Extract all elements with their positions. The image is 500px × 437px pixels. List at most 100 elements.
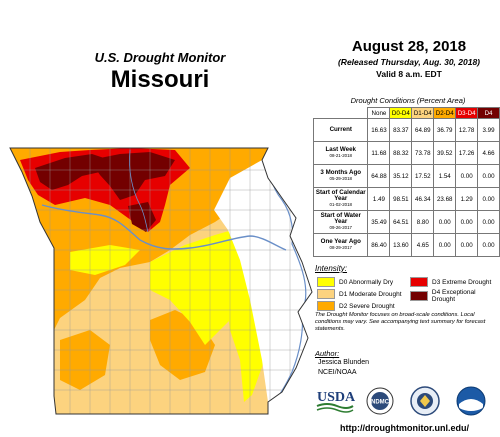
source-url[interactable]: http://droughtmonitor.unl.edu/ <box>340 423 469 433</box>
d0-area-southeast <box>225 282 268 402</box>
legend-item-d1: D1 Moderate Drought <box>317 289 402 299</box>
legend-title: Intensity: <box>315 264 348 273</box>
row-label: Last Week 08-21-2018 <box>312 141 369 165</box>
author-heading: Author: <box>315 349 340 358</box>
table-cell: 0.00 <box>477 210 500 234</box>
ndmc-logo-text: NDMC <box>371 400 390 406</box>
table-cell: 1.49 <box>367 187 391 211</box>
table-cell: 16.63 <box>367 118 391 142</box>
table-cell: 8.80 <box>411 210 435 234</box>
row-label: Start of Water Year 09-26-2017 <box>312 210 369 234</box>
d4-area-west <box>35 154 110 190</box>
table-cell: 1.54 <box>433 164 457 188</box>
legend-swatch <box>410 291 428 301</box>
noaa-logo <box>456 386 486 416</box>
table-cell: 36.79 <box>433 118 457 142</box>
row-label-date: 09-26-2017 <box>329 225 352 230</box>
legend-label: D3 Extreme Drought <box>432 278 492 286</box>
row-label: 3 Months Ago 05-29-2018 <box>312 164 369 188</box>
drought-map <box>9 147 313 415</box>
table-cell: 88.32 <box>389 141 413 165</box>
row-label-text: One Year Ago <box>320 238 361 245</box>
author-name: Jessica Blunden <box>318 359 369 366</box>
table-cell: 0.00 <box>455 210 479 234</box>
drought-conditions-table: None D0-D4 D1-D4 D2-D4 D3-D4 D4 Current … <box>312 107 500 257</box>
col-d3-d4: D3-D4 <box>455 107 479 119</box>
table-cell: 0.00 <box>455 233 479 257</box>
row-label-date: 01-02-2018 <box>329 202 352 207</box>
legend-item-d2: D2 Severe Drought <box>317 301 395 311</box>
row-label: Start of Calendar Year 01-02-2018 <box>312 187 369 211</box>
row-label-date: 05-29-2018 <box>329 176 352 181</box>
table-cell: 64.51 <box>389 210 413 234</box>
row-label-date: 08-29-2017 <box>329 245 352 250</box>
row-label-text: Start of Water Year <box>320 212 361 225</box>
col-d4: D4 <box>477 107 500 119</box>
legend-label: D0 Abnormally Dry <box>339 278 394 286</box>
table-cell: 64.89 <box>411 118 435 142</box>
legend-item-d0: D0 Abnormally Dry <box>317 277 393 287</box>
usda-logo: USDA <box>316 390 355 413</box>
table-row: Start of Calendar Year 01-02-2018 1.49 98… <box>312 187 500 211</box>
missouri-river <box>41 204 287 251</box>
d4-area-south <box>128 202 156 232</box>
no-drought-area <box>214 160 312 402</box>
legend-swatch <box>317 277 335 287</box>
d0-area-west <box>70 245 140 275</box>
table-cell: 73.78 <box>411 141 435 165</box>
table-cell: 11.68 <box>367 141 391 165</box>
row-label-text: Start of Calendar Year <box>315 189 366 202</box>
legend-swatch <box>410 277 428 287</box>
table-cell: 35.49 <box>367 210 391 234</box>
table-cell: 0.00 <box>477 187 500 211</box>
row-label-text: Last Week <box>325 146 356 153</box>
table-cell: 0.00 <box>433 233 457 257</box>
row-label: Current <box>312 118 369 142</box>
col-d0-d4: D0-D4 <box>389 107 413 119</box>
usda-logo-text: USDA <box>317 390 355 405</box>
table-cell: 23.68 <box>433 187 457 211</box>
table-cell: 0.00 <box>477 233 500 257</box>
row-label: One Year Ago 08-29-2017 <box>312 233 369 257</box>
table-cell: 0.00 <box>477 164 500 188</box>
table-header-row: None D0-D4 D1-D4 D2-D4 D3-D4 D4 <box>314 107 500 119</box>
table-cell: 17.52 <box>411 164 435 188</box>
table-row: Current 16.63 83.37 64.89 36.79 12.78 3.… <box>312 118 500 142</box>
valid-time: Valid 8 a.m. EDT <box>376 69 442 79</box>
table-row: Start of Water Year 09-26-2017 35.49 64.5… <box>312 210 500 234</box>
table-cell: 3.99 <box>477 118 500 142</box>
state-name: Missouri <box>110 66 210 93</box>
table-cell: 4.66 <box>477 141 500 165</box>
table-cell: 0.00 <box>455 164 479 188</box>
table-title: Drought Conditions (Percent Area) <box>350 96 466 105</box>
ndmc-logo: NDMC <box>366 387 394 415</box>
grand-river <box>129 149 149 233</box>
table-cell: 0.00 <box>433 210 457 234</box>
table-cell: 4.65 <box>411 233 435 257</box>
table-cell: 17.26 <box>455 141 479 165</box>
state-outline <box>9 147 313 415</box>
row-label-text: Current <box>329 126 352 133</box>
legend-item-d3: D3 Extreme Drought <box>410 277 491 287</box>
monitor-title: U.S. Drought Monitor <box>94 50 226 65</box>
legend-swatch <box>317 301 335 311</box>
table-row: Last Week 08-21-2018 11.68 88.32 73.78 39… <box>312 141 500 165</box>
table-corner <box>314 108 368 119</box>
table-cell: 86.40 <box>367 233 391 257</box>
legend-item-d4: D4 Exceptional Drought <box>410 289 500 303</box>
map-date: August 28, 2018 <box>351 38 467 55</box>
table-cell: 83.37 <box>389 118 413 142</box>
table-cell: 13.60 <box>389 233 413 257</box>
legend-label: D2 Severe Drought <box>339 302 395 310</box>
table-row: One Year Ago 08-29-2017 86.40 13.60 4.65 … <box>312 233 500 257</box>
table-cell: 46.34 <box>411 187 435 211</box>
row-label-date: 08-21-2018 <box>329 153 352 158</box>
table-cell: 64.88 <box>367 164 391 188</box>
author-org: NCEI/NOAA <box>318 369 357 376</box>
release-date: (Released Thursday, Aug. 30, 2018) <box>337 57 481 67</box>
legend-swatch <box>317 289 335 299</box>
col-d2-d4: D2-D4 <box>433 107 457 119</box>
table-cell: 35.12 <box>389 164 413 188</box>
d4-area-north <box>90 152 175 200</box>
col-none: None <box>367 107 391 119</box>
